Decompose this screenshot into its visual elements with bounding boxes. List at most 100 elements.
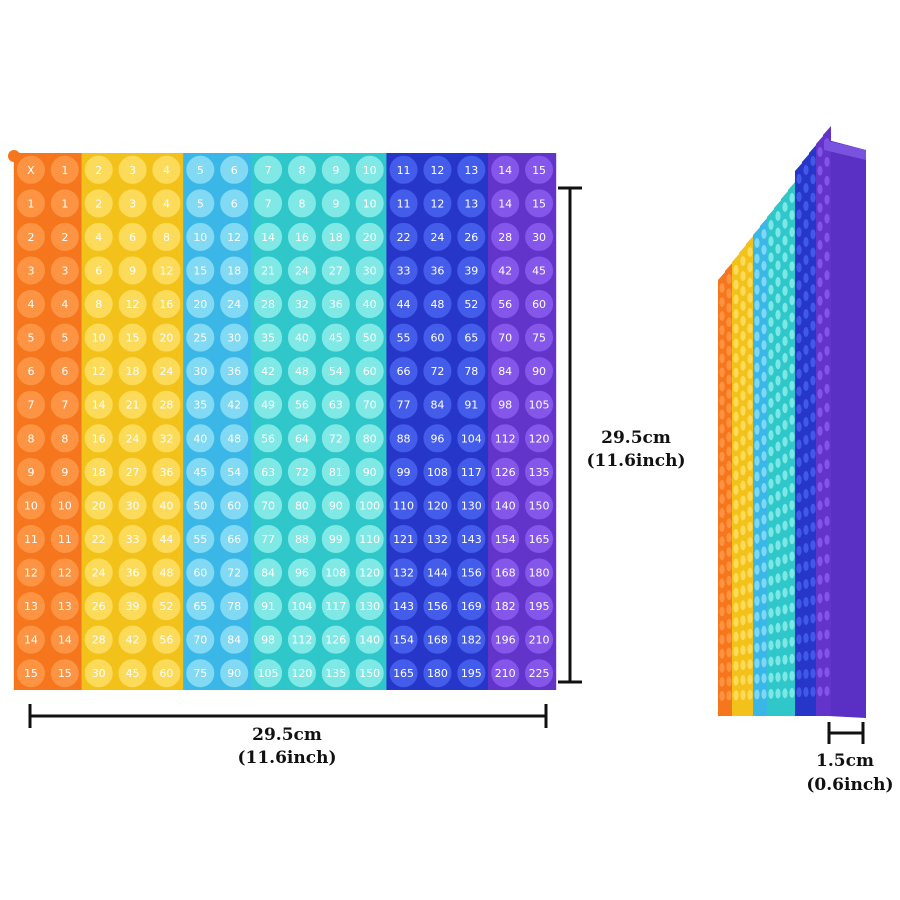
side-bubble (824, 440, 830, 451)
bubble (489, 389, 521, 421)
bubble (523, 456, 555, 488)
side-bubble (775, 243, 781, 254)
bubble (49, 254, 81, 286)
cell-number: 3 (129, 164, 136, 177)
cell-number: 4 (27, 298, 34, 311)
bubble (83, 590, 115, 622)
cell-number: 28 (92, 634, 106, 647)
cell-number: 20 (159, 332, 173, 345)
side-bubble (796, 262, 802, 273)
bubble (184, 422, 216, 454)
side-bubble (775, 441, 781, 452)
cell-number: 48 (159, 567, 173, 580)
side-bubble (740, 540, 746, 551)
cell-number: 33 (397, 264, 411, 277)
cell-number: 33 (126, 533, 140, 546)
cell-number: 7 (61, 399, 68, 412)
side-bubble (733, 587, 739, 598)
side-bubble (726, 532, 732, 543)
width-inch: (11.6inch) (237, 748, 336, 768)
side-bubble (733, 617, 739, 627)
bubble (523, 355, 555, 387)
side-bubble (761, 498, 767, 509)
bubble (388, 187, 420, 219)
side-bubble (768, 430, 774, 441)
side-bubble (740, 555, 746, 566)
side-bubble (726, 590, 732, 601)
side-strip (781, 190, 789, 716)
side-bubble (824, 610, 830, 621)
bubble (489, 322, 521, 354)
bubble (320, 422, 352, 454)
side-bubble (803, 255, 809, 265)
side-bubble (719, 367, 725, 378)
side-bubble (817, 667, 823, 678)
side-bubble (768, 624, 774, 635)
bubble (489, 254, 521, 286)
cell-number: 36 (329, 298, 343, 311)
side-bubble (754, 471, 760, 482)
side-bubble (810, 375, 816, 386)
bubble (320, 456, 352, 488)
side-bubble (789, 261, 795, 272)
side-bubble (817, 612, 823, 622)
cell-number: 30 (532, 231, 546, 244)
side-bubble (726, 489, 732, 500)
side-bubble (754, 393, 760, 404)
bubble (455, 590, 487, 622)
side-bubble (803, 363, 809, 373)
cell-number: 5 (27, 332, 34, 345)
cell-number: 70 (193, 634, 207, 647)
side-bubble (782, 285, 788, 296)
side-bubble (803, 219, 809, 229)
bubble (49, 322, 81, 354)
side-bubble (754, 455, 760, 466)
cell-number: 84 (430, 399, 444, 412)
bubble (286, 456, 318, 488)
side-bubble (740, 375, 746, 386)
side-bubble (803, 201, 809, 211)
side-bubble (761, 609, 767, 620)
cell-number: 4 (61, 298, 68, 311)
bubble (49, 523, 81, 555)
cell-number: 48 (295, 365, 309, 378)
cell-number: 72 (329, 432, 343, 445)
side-bubble (747, 689, 753, 700)
bubble (49, 422, 81, 454)
bubble (523, 557, 555, 589)
cell-number: 225 (529, 667, 550, 680)
bubble (117, 389, 149, 421)
bubble (15, 557, 47, 589)
bubble (49, 389, 81, 421)
side-bubble (726, 446, 732, 457)
cell-number: 99 (397, 466, 411, 479)
bubble (523, 154, 555, 186)
side-bubble (817, 444, 823, 455)
bubble (421, 355, 453, 387)
bubble (49, 187, 81, 219)
side-bubble (754, 518, 760, 529)
cell-number: 117 (461, 466, 482, 479)
side-bubble (726, 604, 732, 615)
bubble (320, 389, 352, 421)
side-bubble (747, 674, 753, 685)
side-bubble (747, 277, 753, 288)
side-bubble (803, 237, 809, 247)
side-bubble (761, 371, 767, 382)
side-bubble (824, 686, 830, 697)
side-bubble (789, 380, 795, 391)
bubble (150, 254, 182, 286)
bubble (455, 322, 487, 354)
side-bubble (747, 445, 753, 456)
side-bubble (747, 323, 753, 334)
side-bubble (747, 414, 753, 425)
side-bubble (740, 480, 746, 491)
bubble (150, 154, 182, 186)
cell-number: 24 (295, 264, 309, 277)
side-bubble (754, 315, 760, 326)
side-bubble (754, 580, 760, 591)
cell-number: 90 (532, 365, 546, 378)
side-bubble (754, 253, 760, 264)
cell-number: 15 (58, 667, 72, 680)
side-bubble (768, 220, 774, 230)
